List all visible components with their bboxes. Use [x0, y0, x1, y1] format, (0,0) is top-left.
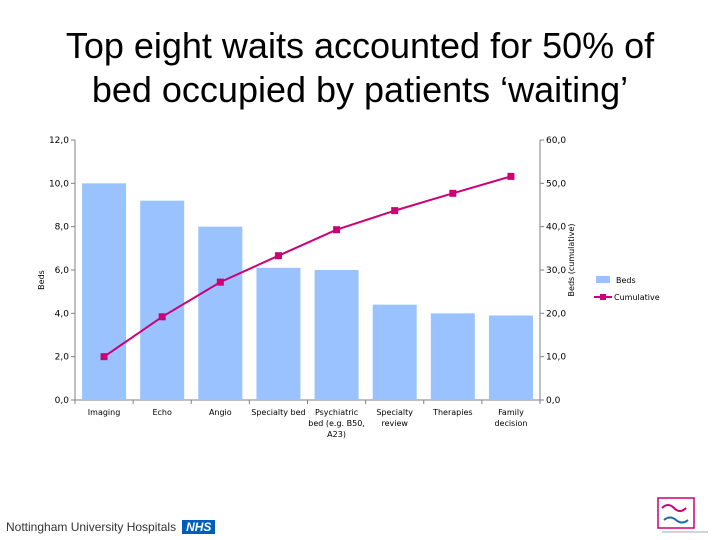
cumulative-line: [103, 175, 512, 358]
bar: [82, 183, 127, 400]
bar: [198, 226, 243, 400]
slide-title: Top eight waits accounted for 50% of bed…: [0, 24, 720, 112]
cumulative-point: [274, 252, 282, 260]
cumulative-point: [449, 189, 457, 197]
bar: [140, 200, 185, 400]
y-axis-title-right: Beds (cumulative): [567, 224, 576, 297]
organisation-name: Nottingham University Hospitals: [6, 520, 177, 534]
cumulative-series: [100, 172, 515, 361]
bar: [488, 315, 533, 400]
x-tick-label: Echo: [152, 408, 172, 417]
cumulative-point: [158, 313, 166, 321]
nhs-logo: NHS: [182, 520, 216, 534]
legend-label-cumulative: Cumulative: [614, 293, 660, 302]
bar-series: [82, 183, 533, 400]
y-tick-label-left: 10,0: [49, 179, 69, 189]
slide-title-line-1: Top eight waits accounted for 50% of: [65, 25, 655, 66]
cumulative-point: [333, 226, 341, 234]
bar: [372, 304, 417, 400]
y-tick-label-right: 60,0: [546, 136, 566, 146]
slide-title-line-2: bed occupied by patients ‘waiting’: [91, 69, 629, 110]
y-tick-label-right: 40,0: [546, 223, 566, 233]
bar: [314, 270, 359, 400]
y-tick-label-right: 10,0: [546, 353, 566, 363]
y-tick-label-left: 8,0: [55, 223, 70, 233]
x-tick-label: Therapies: [432, 408, 472, 417]
x-tick-label: Psychiatric bed (e.g. B50, A23): [308, 408, 365, 439]
cumulative-point: [507, 172, 515, 180]
chart-legend: Beds Cumulative: [594, 276, 660, 302]
legend-swatch-beds: [596, 276, 610, 283]
legend-marker-cumulative: [600, 294, 606, 300]
bar: [256, 267, 301, 400]
y-tick-label-left: 2,0: [55, 353, 70, 363]
legend-label-beds: Beds: [616, 276, 636, 285]
y-tick-label-right: 50,0: [546, 179, 566, 189]
chart-labels: 0,0 2,0 4,0 6,0 8,0 10,0 12,0 0,0 10,0 20,0 30,0 40…: [37, 136, 576, 439]
bar: [430, 313, 475, 400]
footer-branding: Nottingham University Hospitals NHS: [6, 516, 216, 538]
y-tick-label-left: 4,0: [55, 309, 70, 319]
y-tick-label-right: 30,0: [546, 266, 566, 276]
x-tick-label: Specialty bed: [251, 408, 305, 417]
y-tick-label-left: 12,0: [49, 136, 69, 146]
y-tick-label-left: 6,0: [55, 266, 70, 276]
cumulative-point: [391, 207, 399, 215]
x-tick-label: Angio: [209, 408, 232, 417]
x-tick-label: Family decision: [494, 408, 527, 428]
x-tick-label: Specialty review: [376, 408, 413, 428]
cumulative-point: [100, 353, 108, 361]
y-axis-title-left: Beds: [37, 270, 46, 290]
cumulative-point: [216, 278, 224, 286]
y-tick-label-right: 20,0: [546, 309, 566, 319]
y-tick-label-right: 0,0: [546, 396, 561, 406]
y-tick-label-left: 0,0: [55, 396, 70, 406]
x-tick-label: Imaging: [88, 408, 121, 417]
better-for-you-logo: [657, 497, 708, 533]
